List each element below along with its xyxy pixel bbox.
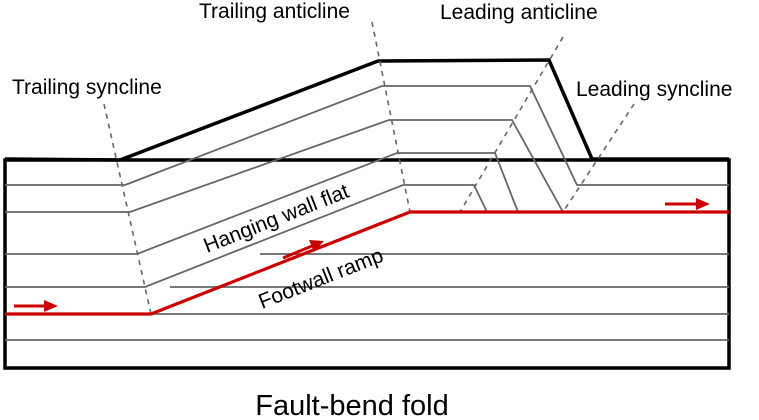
hanging-wall-layer-4 bbox=[5, 184, 488, 288]
hanging-wall-flat-label: Hanging wall flat bbox=[200, 180, 352, 258]
block-outline bbox=[3, 158, 731, 370]
hanging-wall-layer-1 bbox=[5, 85, 729, 186]
hanging-wall-layer-3 bbox=[5, 152, 519, 255]
fault-trace bbox=[5, 210, 729, 316]
trailing-syncline-label: Trailing syncline bbox=[12, 76, 162, 99]
slip-arrow-ramp bbox=[282, 240, 324, 260]
trailing-syncline-axial-line bbox=[103, 103, 152, 315]
slip-arrow-left bbox=[14, 300, 58, 312]
leading-anticline-label: Leading anticline bbox=[440, 1, 598, 24]
trailing-anticline-label: Trailing anticline bbox=[199, 0, 350, 23]
leading-syncline-axial-line bbox=[562, 103, 635, 213]
leading-syncline-label: Leading syncline bbox=[576, 78, 732, 101]
hanging-wall-layer-2 bbox=[5, 119, 564, 213]
top-surface bbox=[4, 58, 729, 162]
leading-anticline-axial-line bbox=[459, 36, 564, 213]
trailing-anticline-axial-line bbox=[371, 21, 411, 213]
diagram-caption: Fault-bend fold bbox=[255, 390, 448, 420]
slip-arrow-right bbox=[665, 198, 710, 210]
